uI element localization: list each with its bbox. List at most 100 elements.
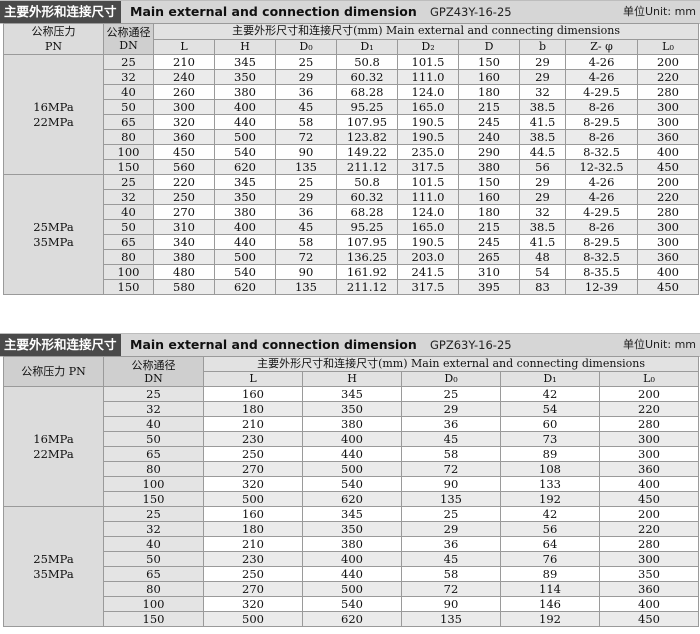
dn-value: 150 xyxy=(103,159,154,175)
table-cell: 380 xyxy=(153,249,215,265)
title-chinese: 主要外形和连接尺寸 xyxy=(0,1,121,23)
table-cell: 300 xyxy=(636,219,700,235)
section-gpz43y: 主要外形和连接尺寸 Main external and connection d… xyxy=(0,0,700,295)
table-cell: 95.25 xyxy=(336,219,398,235)
table-row: 100 450 540 90 149.22 235.0 290 44.5 8-32.5 400 xyxy=(4,144,700,160)
table-cell: 290 xyxy=(458,144,520,160)
table-cell: 270 xyxy=(203,461,303,477)
dn-header: 公称通径 DN xyxy=(103,356,204,387)
table-cell: 620 xyxy=(214,279,276,295)
table-cell: 230 xyxy=(203,431,303,447)
column-header: D₀ xyxy=(401,371,501,387)
table-cell: 440 xyxy=(302,446,402,462)
column-header: b xyxy=(519,38,566,55)
table-cell: 350 xyxy=(302,521,402,537)
table-cell: 260 xyxy=(153,84,215,100)
table-cell: 220 xyxy=(636,189,700,205)
column-header: L xyxy=(153,38,215,55)
table-cell: 160 xyxy=(458,69,520,85)
table-cell: 89 xyxy=(500,446,600,462)
table-cell: 29 xyxy=(519,189,566,205)
table-row: 80 360 500 72 123.82 190.5 240 38.5 8-26 360 xyxy=(4,129,700,145)
dn-value: 150 xyxy=(103,279,154,295)
dimension-table-gpz63y: 公称压力 PN 公称通径 DN 主要外形尺寸和连接尺寸(mm) Main ext… xyxy=(3,356,700,627)
table-cell: 54 xyxy=(500,401,600,417)
table-cell: 150 xyxy=(458,174,520,190)
table-cell: 90 xyxy=(275,144,337,160)
table-cell: 300 xyxy=(636,234,700,250)
table-cell: 400 xyxy=(598,476,700,492)
column-header: D₁ xyxy=(336,38,398,55)
table-row: 150 560 620 135 211.12 317.5 380 56 12-32.5 450 xyxy=(4,159,700,175)
dn-value: 32 xyxy=(103,521,204,537)
dn-value: 100 xyxy=(103,264,154,280)
table-cell: 45 xyxy=(401,551,501,567)
table-row: 80 270 500 72 108 360 xyxy=(4,461,700,477)
table-row: 150 500 620 135 192 450 xyxy=(4,491,700,507)
table-cell: 345 xyxy=(214,54,276,70)
table-cell: 210 xyxy=(203,536,303,552)
table-cell: 270 xyxy=(153,204,215,220)
table-cell: 350 xyxy=(302,401,402,417)
column-header: D₀ xyxy=(275,38,337,55)
table-cell: 215 xyxy=(458,99,520,115)
table-cell: 90 xyxy=(275,264,337,280)
table-cell: 211.12 xyxy=(336,159,398,175)
table-cell: 350 xyxy=(598,566,700,582)
table-cell: 165.0 xyxy=(397,219,459,235)
table-cell: 32 xyxy=(519,84,566,100)
table-cell: 48 xyxy=(519,249,566,265)
table-cell: 25 xyxy=(275,174,337,190)
table-cell: 280 xyxy=(636,84,700,100)
table-cell: 345 xyxy=(214,174,276,190)
table-cell: 180 xyxy=(458,84,520,100)
table-cell: 360 xyxy=(636,129,700,145)
dn-value: 32 xyxy=(103,189,154,205)
table-cell: 12-32.5 xyxy=(565,159,638,175)
table-cell: 41.5 xyxy=(519,234,566,250)
table-cell: 580 xyxy=(153,279,215,295)
table-cell: 135 xyxy=(401,611,501,627)
table-cell: 36 xyxy=(275,204,337,220)
dn-value: 40 xyxy=(103,204,154,220)
table-cell: 111.0 xyxy=(397,189,459,205)
table-row: 65 340 440 58 107.95 190.5 245 41.5 8-29.5 300 xyxy=(4,234,700,250)
table-cell: 25 xyxy=(275,54,337,70)
dn-value: 25 xyxy=(103,54,154,70)
table-cell: 560 xyxy=(153,159,215,175)
table-row: 100 320 540 90 133 400 xyxy=(4,476,700,492)
table-row: 25MPa 35MPa 25 160 345 25 42 200 xyxy=(3,506,700,627)
table-cell: 38.5 xyxy=(519,129,566,145)
table-cell: 450 xyxy=(636,279,700,295)
table-cell: 41.5 xyxy=(519,114,566,130)
dn-value: 100 xyxy=(103,144,154,160)
dn-value: 65 xyxy=(103,114,154,130)
table-cell: 190.5 xyxy=(397,234,459,250)
unit-label: 单位Unit: mm xyxy=(622,338,696,351)
table-cell: 190.5 xyxy=(397,129,459,145)
table-cell: 300 xyxy=(636,114,700,130)
table-cell: 620 xyxy=(214,159,276,175)
table-row: 150 500 620 135 192 450 xyxy=(4,611,700,627)
dn-value: 50 xyxy=(103,99,154,115)
column-header: D₁ xyxy=(500,371,600,387)
table-cell: 68.28 xyxy=(336,204,398,220)
table-cell: 29 xyxy=(275,189,337,205)
pn-value: 16MPa 22MPa xyxy=(3,54,104,175)
table-cell: 620 xyxy=(302,491,402,507)
table-cell: 180 xyxy=(203,401,303,417)
table-cell: 150 xyxy=(458,54,520,70)
table-cell: 58 xyxy=(401,446,501,462)
table-cell: 265 xyxy=(458,249,520,265)
table-cell: 4-26 xyxy=(565,54,638,70)
table-row: 50 310 400 45 95.25 165.0 215 38.5 8-26 300 xyxy=(4,219,700,235)
table-cell: 12-39 xyxy=(565,279,638,295)
table-cell: 90 xyxy=(401,596,501,612)
dn-value: 32 xyxy=(103,69,154,85)
table-cell: 36 xyxy=(401,416,501,432)
table-cell: 300 xyxy=(636,99,700,115)
table-cell: 101.5 xyxy=(397,54,459,70)
table-cell: 280 xyxy=(598,536,700,552)
column-header: D₂ xyxy=(397,38,459,55)
table-row: 50 300 400 45 95.25 165.0 215 38.5 8-26 300 xyxy=(4,99,700,115)
